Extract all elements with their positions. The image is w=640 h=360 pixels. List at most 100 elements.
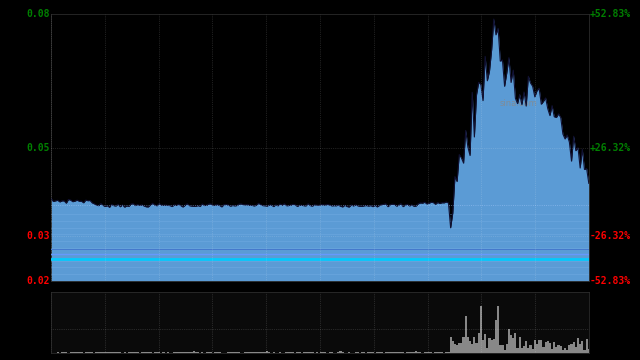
- Bar: [268, 352, 270, 353]
- Bar: [361, 352, 363, 353]
- Bar: [216, 352, 218, 353]
- Bar: [279, 352, 281, 353]
- Bar: [411, 352, 413, 353]
- Text: +52.83%: +52.83%: [590, 9, 631, 19]
- Bar: [363, 352, 365, 353]
- Bar: [460, 343, 463, 353]
- Bar: [454, 344, 456, 353]
- Bar: [378, 352, 380, 353]
- Bar: [273, 352, 275, 353]
- Bar: [549, 343, 551, 353]
- Bar: [98, 352, 100, 353]
- Bar: [397, 352, 400, 353]
- Bar: [512, 338, 515, 353]
- Bar: [312, 352, 314, 353]
- Bar: [309, 352, 312, 353]
- Bar: [210, 352, 212, 353]
- Bar: [486, 348, 488, 353]
- Bar: [355, 352, 356, 353]
- Bar: [307, 352, 309, 353]
- Bar: [389, 352, 391, 353]
- Bar: [482, 340, 484, 353]
- Bar: [328, 352, 331, 353]
- Text: 0.02: 0.02: [27, 276, 50, 286]
- Bar: [545, 342, 547, 353]
- Bar: [89, 352, 91, 353]
- Bar: [81, 352, 83, 353]
- Bar: [521, 348, 523, 353]
- Bar: [324, 352, 326, 353]
- Bar: [264, 352, 266, 353]
- Bar: [322, 352, 324, 353]
- Bar: [581, 341, 584, 353]
- Bar: [463, 337, 465, 353]
- Bar: [214, 352, 216, 353]
- Bar: [175, 352, 177, 353]
- Bar: [342, 352, 344, 353]
- Bar: [488, 338, 491, 353]
- Bar: [575, 347, 577, 353]
- Bar: [111, 352, 113, 353]
- Text: -52.83%: -52.83%: [590, 276, 631, 286]
- Bar: [391, 352, 394, 353]
- Bar: [588, 349, 590, 353]
- Bar: [538, 340, 540, 353]
- Bar: [113, 352, 115, 353]
- Text: 0.05: 0.05: [27, 143, 50, 153]
- Bar: [570, 344, 573, 353]
- Bar: [515, 333, 516, 353]
- Text: 0.08: 0.08: [27, 9, 50, 19]
- Bar: [501, 345, 504, 353]
- Bar: [205, 352, 208, 353]
- Bar: [471, 344, 474, 353]
- Bar: [493, 339, 495, 353]
- Bar: [465, 316, 467, 353]
- Bar: [439, 352, 441, 353]
- Bar: [532, 350, 534, 353]
- Bar: [441, 352, 443, 353]
- Bar: [227, 352, 229, 353]
- Bar: [372, 352, 374, 353]
- Bar: [143, 352, 145, 353]
- Bar: [251, 352, 253, 353]
- Text: +26.32%: +26.32%: [590, 143, 631, 153]
- Bar: [253, 352, 255, 353]
- Bar: [134, 352, 136, 353]
- Bar: [195, 352, 197, 353]
- Bar: [579, 345, 581, 353]
- Bar: [188, 352, 191, 353]
- Bar: [95, 352, 98, 353]
- Bar: [484, 334, 486, 353]
- Bar: [417, 352, 419, 353]
- Bar: [430, 352, 432, 353]
- Bar: [491, 340, 493, 353]
- Text: -26.32%: -26.32%: [590, 231, 631, 242]
- Bar: [525, 341, 527, 353]
- Bar: [510, 335, 512, 353]
- Bar: [476, 343, 477, 353]
- Bar: [218, 352, 221, 353]
- Bar: [566, 350, 568, 353]
- Bar: [577, 338, 579, 353]
- Bar: [132, 352, 134, 353]
- Bar: [191, 352, 193, 353]
- Bar: [115, 352, 117, 353]
- Bar: [74, 352, 76, 353]
- Bar: [426, 352, 428, 353]
- Bar: [413, 352, 415, 353]
- Bar: [536, 343, 538, 353]
- Bar: [106, 352, 108, 353]
- Bar: [197, 352, 199, 353]
- Bar: [495, 320, 497, 353]
- Bar: [527, 348, 529, 353]
- Bar: [584, 350, 586, 353]
- Bar: [149, 352, 152, 353]
- Bar: [201, 352, 204, 353]
- Bar: [290, 352, 292, 353]
- Bar: [467, 337, 469, 353]
- Bar: [136, 352, 139, 353]
- Bar: [100, 352, 102, 353]
- Bar: [551, 349, 553, 353]
- Bar: [244, 352, 246, 353]
- Bar: [285, 352, 287, 353]
